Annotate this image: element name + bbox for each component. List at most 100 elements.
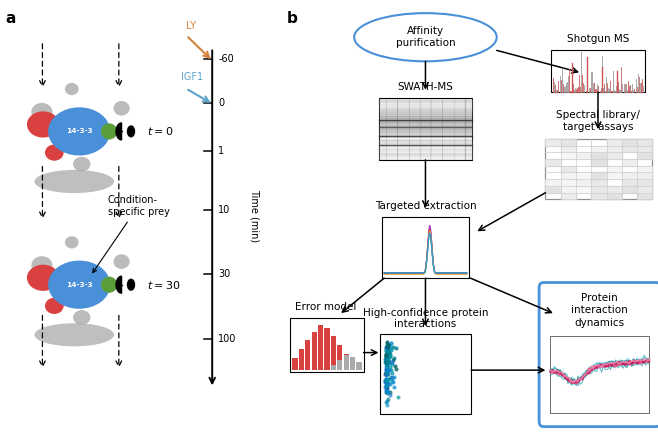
Polygon shape — [592, 179, 607, 186]
Text: Time (min): Time (min) — [249, 189, 260, 242]
Point — [380, 385, 391, 392]
Point — [388, 374, 399, 381]
Polygon shape — [622, 186, 637, 193]
Polygon shape — [622, 139, 637, 145]
Bar — [311, 332, 316, 370]
Point — [389, 383, 399, 390]
Polygon shape — [576, 186, 592, 193]
Ellipse shape — [45, 298, 64, 314]
Point — [383, 353, 393, 360]
Text: SWATH-MS: SWATH-MS — [397, 82, 453, 92]
Point — [383, 357, 393, 364]
Polygon shape — [637, 186, 652, 193]
Text: High-confidence protein
interactions: High-confidence protein interactions — [363, 308, 488, 329]
Text: Affinity
purification: Affinity purification — [395, 26, 455, 49]
Point — [384, 349, 394, 356]
Point — [381, 343, 392, 350]
Point — [384, 367, 395, 374]
Polygon shape — [116, 276, 122, 293]
Point — [382, 385, 393, 392]
Polygon shape — [545, 179, 561, 186]
Point — [380, 360, 391, 367]
Point — [387, 378, 397, 385]
Polygon shape — [622, 179, 637, 186]
Point — [388, 344, 398, 351]
Text: $t = 30$: $t = 30$ — [147, 279, 180, 291]
Polygon shape — [622, 159, 637, 166]
Bar — [305, 340, 311, 370]
Polygon shape — [561, 193, 576, 199]
Point — [380, 350, 391, 357]
Point — [382, 364, 392, 371]
Text: LY: LY — [186, 21, 196, 32]
Point — [381, 353, 392, 360]
Point — [381, 362, 392, 369]
Point — [385, 353, 395, 360]
Polygon shape — [592, 159, 607, 166]
FancyBboxPatch shape — [378, 98, 472, 160]
Polygon shape — [576, 179, 592, 186]
Polygon shape — [561, 173, 576, 179]
Polygon shape — [561, 145, 576, 152]
Point — [386, 367, 397, 374]
Point — [384, 353, 394, 360]
Polygon shape — [545, 139, 561, 145]
Polygon shape — [637, 145, 652, 152]
Point — [380, 356, 391, 363]
Point — [382, 362, 392, 369]
Point — [388, 379, 398, 386]
Bar — [337, 360, 342, 370]
Text: $t = 0$: $t = 0$ — [147, 125, 174, 138]
Polygon shape — [637, 166, 652, 173]
Point — [382, 344, 392, 351]
Point — [382, 342, 393, 349]
Point — [384, 353, 395, 360]
Text: Error model: Error model — [295, 302, 357, 312]
Point — [381, 376, 392, 383]
Text: 14-3-3: 14-3-3 — [66, 282, 93, 288]
Point — [390, 362, 401, 369]
Point — [391, 366, 401, 373]
Point — [382, 357, 393, 364]
Polygon shape — [561, 179, 576, 186]
Point — [382, 344, 392, 351]
Polygon shape — [637, 152, 652, 159]
FancyBboxPatch shape — [290, 318, 364, 372]
Point — [380, 378, 391, 385]
Bar — [357, 362, 362, 370]
Point — [380, 371, 391, 378]
Point — [382, 359, 393, 366]
Point — [392, 393, 403, 400]
Polygon shape — [622, 145, 637, 152]
Text: Condition-
specific prey: Condition- specific prey — [93, 194, 169, 272]
Point — [382, 368, 392, 375]
Point — [383, 371, 393, 378]
Point — [381, 357, 392, 364]
Point — [383, 352, 393, 359]
Point — [381, 371, 392, 378]
Bar — [350, 357, 355, 370]
Point — [382, 384, 392, 391]
Polygon shape — [637, 193, 652, 199]
Polygon shape — [592, 152, 607, 159]
Point — [381, 352, 392, 359]
Point — [382, 350, 393, 357]
Point — [385, 392, 395, 399]
Point — [382, 349, 393, 356]
Point — [383, 396, 393, 403]
Point — [380, 370, 391, 377]
Point — [382, 343, 392, 350]
Polygon shape — [607, 139, 622, 145]
Ellipse shape — [113, 254, 130, 269]
Point — [382, 359, 393, 366]
Point — [386, 339, 397, 346]
Point — [380, 382, 391, 389]
Point — [384, 341, 394, 348]
Polygon shape — [607, 186, 622, 193]
Point — [380, 353, 391, 360]
Point — [382, 349, 393, 356]
Point — [382, 367, 393, 374]
Polygon shape — [607, 152, 622, 159]
Text: 1: 1 — [218, 146, 224, 156]
Polygon shape — [576, 173, 592, 179]
